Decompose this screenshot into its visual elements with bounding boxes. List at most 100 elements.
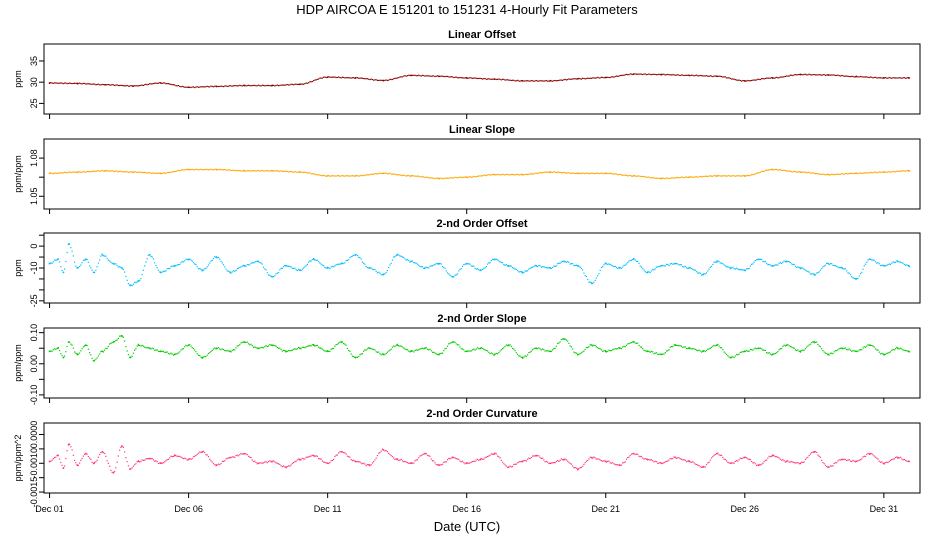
trace-dot <box>877 349 879 351</box>
trace-dot <box>713 75 715 77</box>
trace-dot <box>729 175 731 177</box>
trace-dot <box>147 458 150 460</box>
trace-dot <box>841 74 843 77</box>
trace-dot <box>473 265 475 267</box>
trace-dot <box>872 454 874 456</box>
trace-dot <box>231 85 233 87</box>
trace-dot <box>416 349 419 351</box>
trace-dot <box>859 459 862 461</box>
trace-dot <box>115 467 117 469</box>
trace-dot <box>162 350 165 353</box>
trace-dot <box>627 262 629 264</box>
trace-dot <box>376 272 379 274</box>
trace-dot <box>444 348 446 350</box>
trace-dot <box>552 80 554 82</box>
data-point <box>229 350 232 353</box>
trace-dot <box>356 460 359 463</box>
trace-dot <box>511 79 514 81</box>
trace-dot <box>838 267 840 269</box>
trace-dot <box>859 272 862 275</box>
trace-dot <box>501 461 504 463</box>
trace-dot <box>116 264 118 267</box>
data-point <box>493 353 496 356</box>
trace-dot <box>584 274 586 277</box>
trace-dot <box>234 85 236 87</box>
trace-dot <box>363 174 365 177</box>
trace-dot <box>597 458 599 460</box>
trace-dot <box>310 173 312 175</box>
trace-dot <box>792 74 794 77</box>
trace-dot <box>371 348 374 350</box>
trace-dot <box>739 269 741 271</box>
trace-dot <box>523 460 525 462</box>
trace-dot <box>405 75 407 77</box>
data-point <box>813 341 816 343</box>
trace-dot <box>277 347 280 349</box>
trace-dot <box>752 174 754 176</box>
trace-dot <box>504 79 506 81</box>
trace-dot <box>682 459 684 461</box>
data-point <box>841 458 844 461</box>
trace-dot <box>552 349 554 351</box>
trace-dot <box>431 351 434 353</box>
trace-dot <box>149 83 151 85</box>
trace-dot <box>889 263 892 265</box>
trace-dot <box>180 262 182 264</box>
trace-dot <box>858 459 860 461</box>
trace-dot <box>862 172 864 174</box>
trace-dot <box>749 80 751 82</box>
trace-dot <box>52 458 54 460</box>
trace-dot <box>639 175 641 177</box>
trace-dot <box>672 458 674 460</box>
trace-dot <box>756 79 758 81</box>
trace-dot <box>144 265 146 267</box>
trace-dot <box>460 348 462 350</box>
trace-dot <box>297 346 300 349</box>
trace-dot <box>247 343 250 345</box>
trace-dot <box>729 268 731 270</box>
trace-dot <box>821 459 823 461</box>
data-point <box>76 464 79 467</box>
trace-dot <box>115 263 117 265</box>
trace-dot <box>679 458 681 460</box>
trace-dot <box>279 170 281 172</box>
trace-dot <box>857 460 859 462</box>
trace-dot <box>331 459 333 462</box>
trace-dot <box>151 172 153 174</box>
trace-dot <box>376 173 379 175</box>
trace-dot <box>792 263 794 266</box>
trace-dot <box>117 266 119 268</box>
trace-dot <box>443 461 445 464</box>
trace-dot <box>346 259 349 261</box>
trace-dot <box>560 79 562 81</box>
trace-dot <box>264 461 266 463</box>
trace-dot <box>254 170 256 172</box>
trace-dot <box>390 173 392 175</box>
trace-dot <box>500 349 502 351</box>
trace-dot <box>527 458 529 460</box>
trace-dot <box>162 462 165 464</box>
trace-dot <box>456 458 459 460</box>
trace-dot <box>904 264 907 266</box>
trace-dot <box>171 265 173 267</box>
trace-dot <box>625 174 628 177</box>
data-point <box>173 454 176 457</box>
trace-dot <box>395 255 397 257</box>
trace-dot <box>386 173 389 175</box>
trace-dot <box>728 77 730 79</box>
trace-dot <box>620 348 623 350</box>
data-point <box>271 344 273 347</box>
trace-dot <box>747 458 749 460</box>
trace-dot <box>662 462 664 465</box>
trace-dot <box>729 77 731 80</box>
trace-dot <box>363 262 365 264</box>
trace-dot <box>867 76 869 78</box>
trace-dot <box>239 343 241 346</box>
data-point <box>354 253 357 256</box>
trace-dot <box>695 271 698 273</box>
trace-dot <box>529 267 531 269</box>
trace-dot <box>496 353 499 355</box>
trace-dot <box>86 83 88 85</box>
trace-dot <box>423 74 425 77</box>
data-point <box>410 260 412 263</box>
